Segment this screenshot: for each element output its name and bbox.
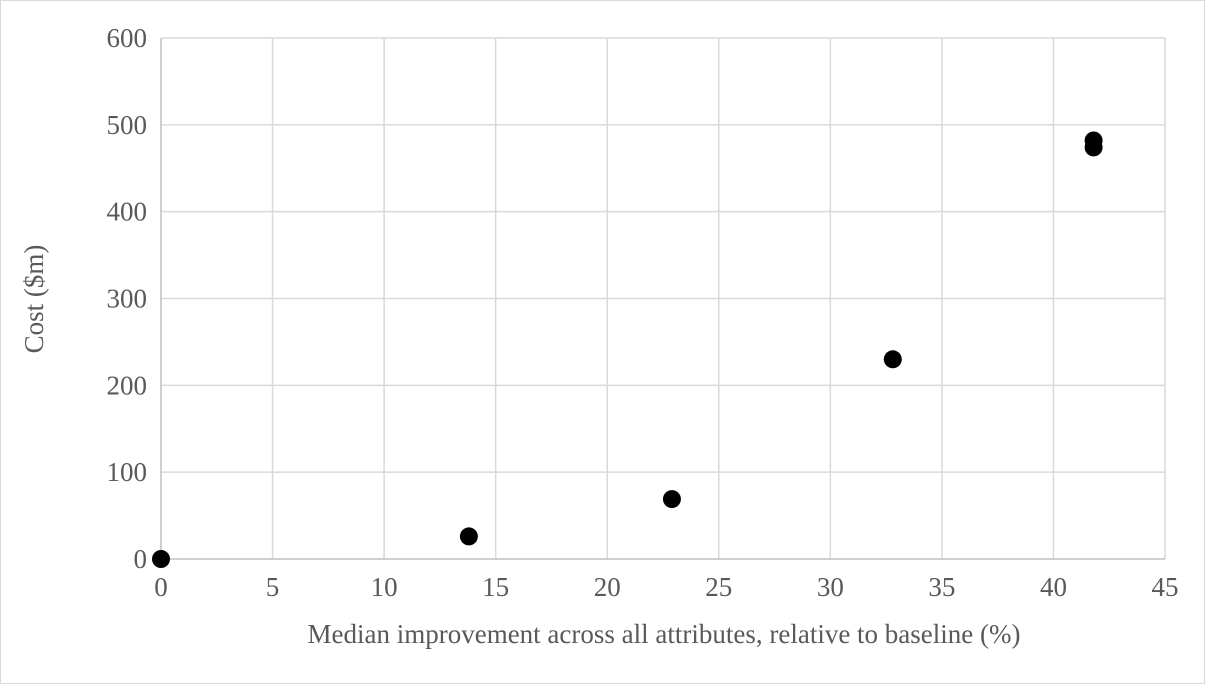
axes — [160, 38, 1165, 560]
x-tick-label: 45 — [1152, 572, 1179, 602]
data-point — [152, 550, 170, 568]
data-point — [662, 490, 681, 509]
x-tick-label: 25 — [705, 572, 732, 602]
x-tick-label: 20 — [594, 572, 621, 602]
x-tick-label: 15 — [482, 572, 509, 602]
grid-lines — [161, 37, 1166, 559]
y-tick-label: 400 — [107, 197, 148, 227]
x-tick-label: 10 — [371, 572, 398, 602]
y-tick-label: 600 — [107, 23, 148, 53]
x-tick-label: 30 — [817, 572, 844, 602]
x-tick-label: 0 — [154, 572, 168, 602]
y-tick-label: 200 — [107, 370, 148, 400]
data-point — [883, 350, 902, 369]
y-tick-label: 300 — [107, 284, 148, 314]
x-tick-labels: 0 5 10 15 20 25 30 35 40 45 — [154, 572, 1178, 602]
y-axis-title: Cost ($m) — [19, 245, 49, 354]
x-tick-label: 5 — [266, 572, 280, 602]
x-axis-title: Median improvement across all attributes… — [307, 619, 1020, 649]
y-tick-label: 100 — [107, 457, 148, 487]
y-tick-label: 500 — [107, 110, 148, 140]
x-tick-label: 40 — [1040, 572, 1067, 602]
data-point — [1084, 131, 1103, 150]
y-tick-label: 0 — [134, 544, 148, 574]
data-points — [152, 131, 1103, 568]
y-tick-labels: 0 100 200 300 400 500 600 — [107, 23, 148, 574]
x-tick-label: 35 — [928, 572, 955, 602]
data-point — [459, 527, 478, 546]
